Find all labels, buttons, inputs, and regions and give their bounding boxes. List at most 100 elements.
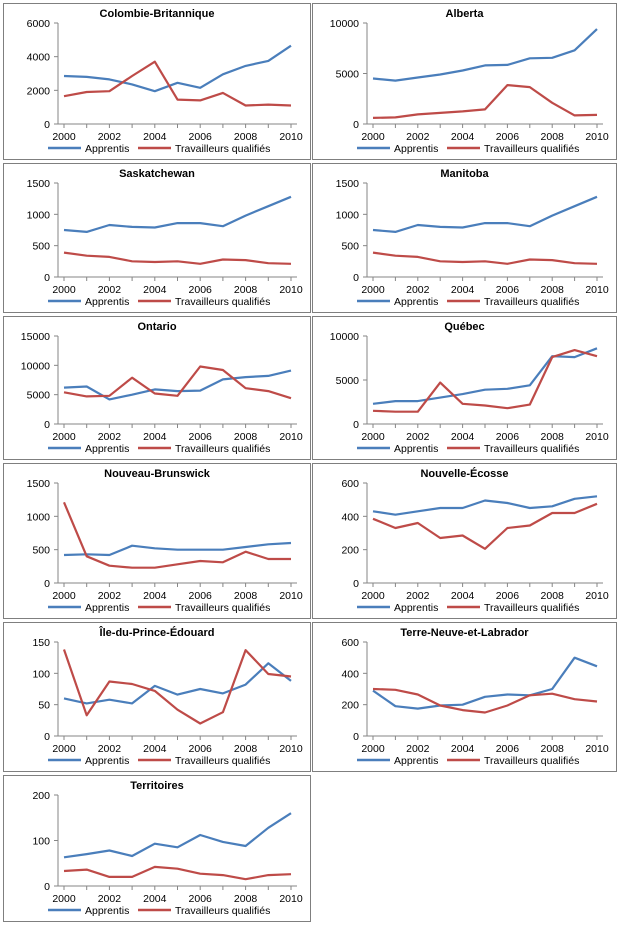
- legend-label-apprentis: Apprentis: [394, 296, 438, 308]
- chart-title: Alberta: [446, 8, 485, 20]
- x-tick-label: 2006: [189, 284, 213, 296]
- x-tick-label: 2010: [585, 131, 609, 143]
- x-tick-label: 2004: [451, 284, 475, 296]
- legend-label-apprentis: Apprentis: [85, 905, 129, 917]
- panel-frame: [312, 463, 617, 619]
- legend-label-apprentis: Apprentis: [85, 296, 129, 308]
- series-line-travailleurs-qualifies: [372, 687, 598, 714]
- legend-label-travailleurs: Travailleurs qualifiés: [484, 296, 579, 308]
- x-tick-label: 2010: [279, 743, 303, 755]
- y-tick-label: 150: [32, 637, 50, 649]
- panel-frame: [312, 622, 617, 772]
- y-tick-label: 4000: [27, 52, 51, 64]
- legend-label-travailleurs: Travailleurs qualifiés: [484, 602, 579, 614]
- legend-label-travailleurs: Travailleurs qualifiés: [484, 143, 579, 155]
- x-tick-label: 2008: [541, 284, 565, 296]
- x-tick-label: 2000: [361, 284, 385, 296]
- series-line-travailleurs-qualifies: [372, 251, 598, 265]
- x-tick-label: 2002: [406, 131, 430, 143]
- panel-frame: [3, 463, 311, 619]
- x-tick-label: 2002: [98, 131, 122, 143]
- series-line-apprentis: [63, 44, 292, 93]
- x-tick-label: 2006: [189, 590, 213, 602]
- x-tick-label: 2000: [361, 131, 385, 143]
- y-tick-label: 200: [341, 700, 359, 712]
- y-tick-label: 500: [32, 545, 50, 557]
- legend-label-travailleurs: Travailleurs qualifiés: [484, 443, 579, 455]
- series-line-apprentis: [372, 347, 598, 405]
- legend-label-travailleurs: Travailleurs qualifiés: [175, 296, 270, 308]
- x-tick-label: 2010: [585, 284, 609, 296]
- x-tick-label: 2004: [143, 893, 167, 905]
- chart-title: Territoires: [130, 780, 184, 792]
- y-tick-label: 0: [353, 731, 359, 743]
- legend: Apprentis Travailleurs qualifiés: [48, 602, 270, 614]
- x-tick-label: 2000: [52, 893, 76, 905]
- series-line-travailleurs-qualifies: [372, 83, 598, 119]
- x-tick-label: 2004: [143, 431, 167, 443]
- x-tick-label: 2008: [234, 284, 258, 296]
- x-tick-label: 2008: [234, 431, 258, 443]
- y-tick-label: 5000: [336, 375, 360, 387]
- x-tick-label: 2002: [98, 284, 122, 296]
- x-tick-label: 2004: [143, 590, 167, 602]
- series-line-apprentis: [372, 495, 598, 516]
- x-tick-label: 2004: [451, 743, 475, 755]
- x-tick-label: 2000: [52, 131, 76, 143]
- chart-title: Île-du-Prince-Édouard: [99, 626, 215, 639]
- series-line-travailleurs-qualifies: [63, 365, 292, 400]
- series-line-travailleurs-qualifies: [63, 251, 292, 265]
- y-tick-label: 500: [341, 241, 359, 253]
- y-tick-label: 0: [44, 272, 50, 284]
- legend-label-apprentis: Apprentis: [394, 143, 438, 155]
- x-tick-label: 2000: [361, 743, 385, 755]
- y-tick-label: 1000: [336, 209, 360, 221]
- legend-label-travailleurs: Travailleurs qualifiés: [175, 602, 270, 614]
- x-tick-label: 2000: [361, 590, 385, 602]
- y-tick-label: 5000: [27, 390, 51, 402]
- y-tick-label: 0: [353, 419, 359, 431]
- x-tick-label: 2004: [143, 131, 167, 143]
- legend-label-apprentis: Apprentis: [394, 602, 438, 614]
- legend: Apprentis Travailleurs qualifiés: [48, 143, 270, 155]
- y-tick-label: 0: [44, 731, 50, 743]
- legend: Apprentis Travailleurs qualifiés: [357, 296, 579, 308]
- panel-frame: [3, 3, 311, 160]
- series-line-travailleurs-qualifies: [63, 865, 292, 881]
- chart-panel: Ontario 0 5000 10000 15000 2000 2002 2004 2006 20…: [3, 316, 311, 460]
- y-tick-label: 1500: [27, 478, 51, 490]
- panel-frame: [3, 163, 311, 313]
- x-tick-label: 2000: [52, 284, 76, 296]
- panel-frame: [3, 316, 311, 460]
- legend: Apprentis Travailleurs qualifiés: [48, 296, 270, 308]
- y-tick-label: 0: [353, 578, 359, 590]
- legend-label-travailleurs: Travailleurs qualifiés: [175, 905, 270, 917]
- y-tick-label: 10000: [21, 360, 50, 372]
- series-line-apprentis: [63, 195, 292, 233]
- panel-frame: [312, 3, 617, 160]
- series-line-travailleurs-qualifies: [62, 648, 292, 725]
- series-line-apprentis: [372, 656, 598, 710]
- y-tick-label: 2000: [27, 85, 51, 97]
- chart-panel: Québec 0 5000 10000 2000 2002 2004 2006 2008 2010…: [312, 316, 617, 460]
- x-tick-label: 2010: [279, 284, 303, 296]
- x-tick-label: 2010: [279, 893, 303, 905]
- legend-label-apprentis: Apprentis: [394, 755, 438, 767]
- chart-title: Québec: [444, 321, 484, 333]
- x-tick-label: 2006: [189, 431, 213, 443]
- x-tick-label: 2008: [541, 131, 565, 143]
- x-tick-label: 2000: [361, 431, 385, 443]
- x-tick-label: 2002: [98, 590, 122, 602]
- x-tick-label: 2000: [52, 431, 76, 443]
- y-tick-label: 1000: [27, 209, 51, 221]
- y-tick-label: 600: [341, 478, 359, 490]
- chart-title: Terre-Neuve-et-Labrador: [400, 627, 529, 639]
- legend-label-travailleurs: Travailleurs qualifiés: [175, 143, 270, 155]
- x-tick-label: 2008: [541, 590, 565, 602]
- x-tick-label: 2004: [451, 431, 475, 443]
- chart-panel: Saskatchewan 0 500 1000 1500 2000 2002 2004 2006…: [3, 163, 311, 313]
- legend: Apprentis Travailleurs qualifiés: [357, 143, 579, 155]
- legend-label-apprentis: Apprentis: [394, 443, 438, 455]
